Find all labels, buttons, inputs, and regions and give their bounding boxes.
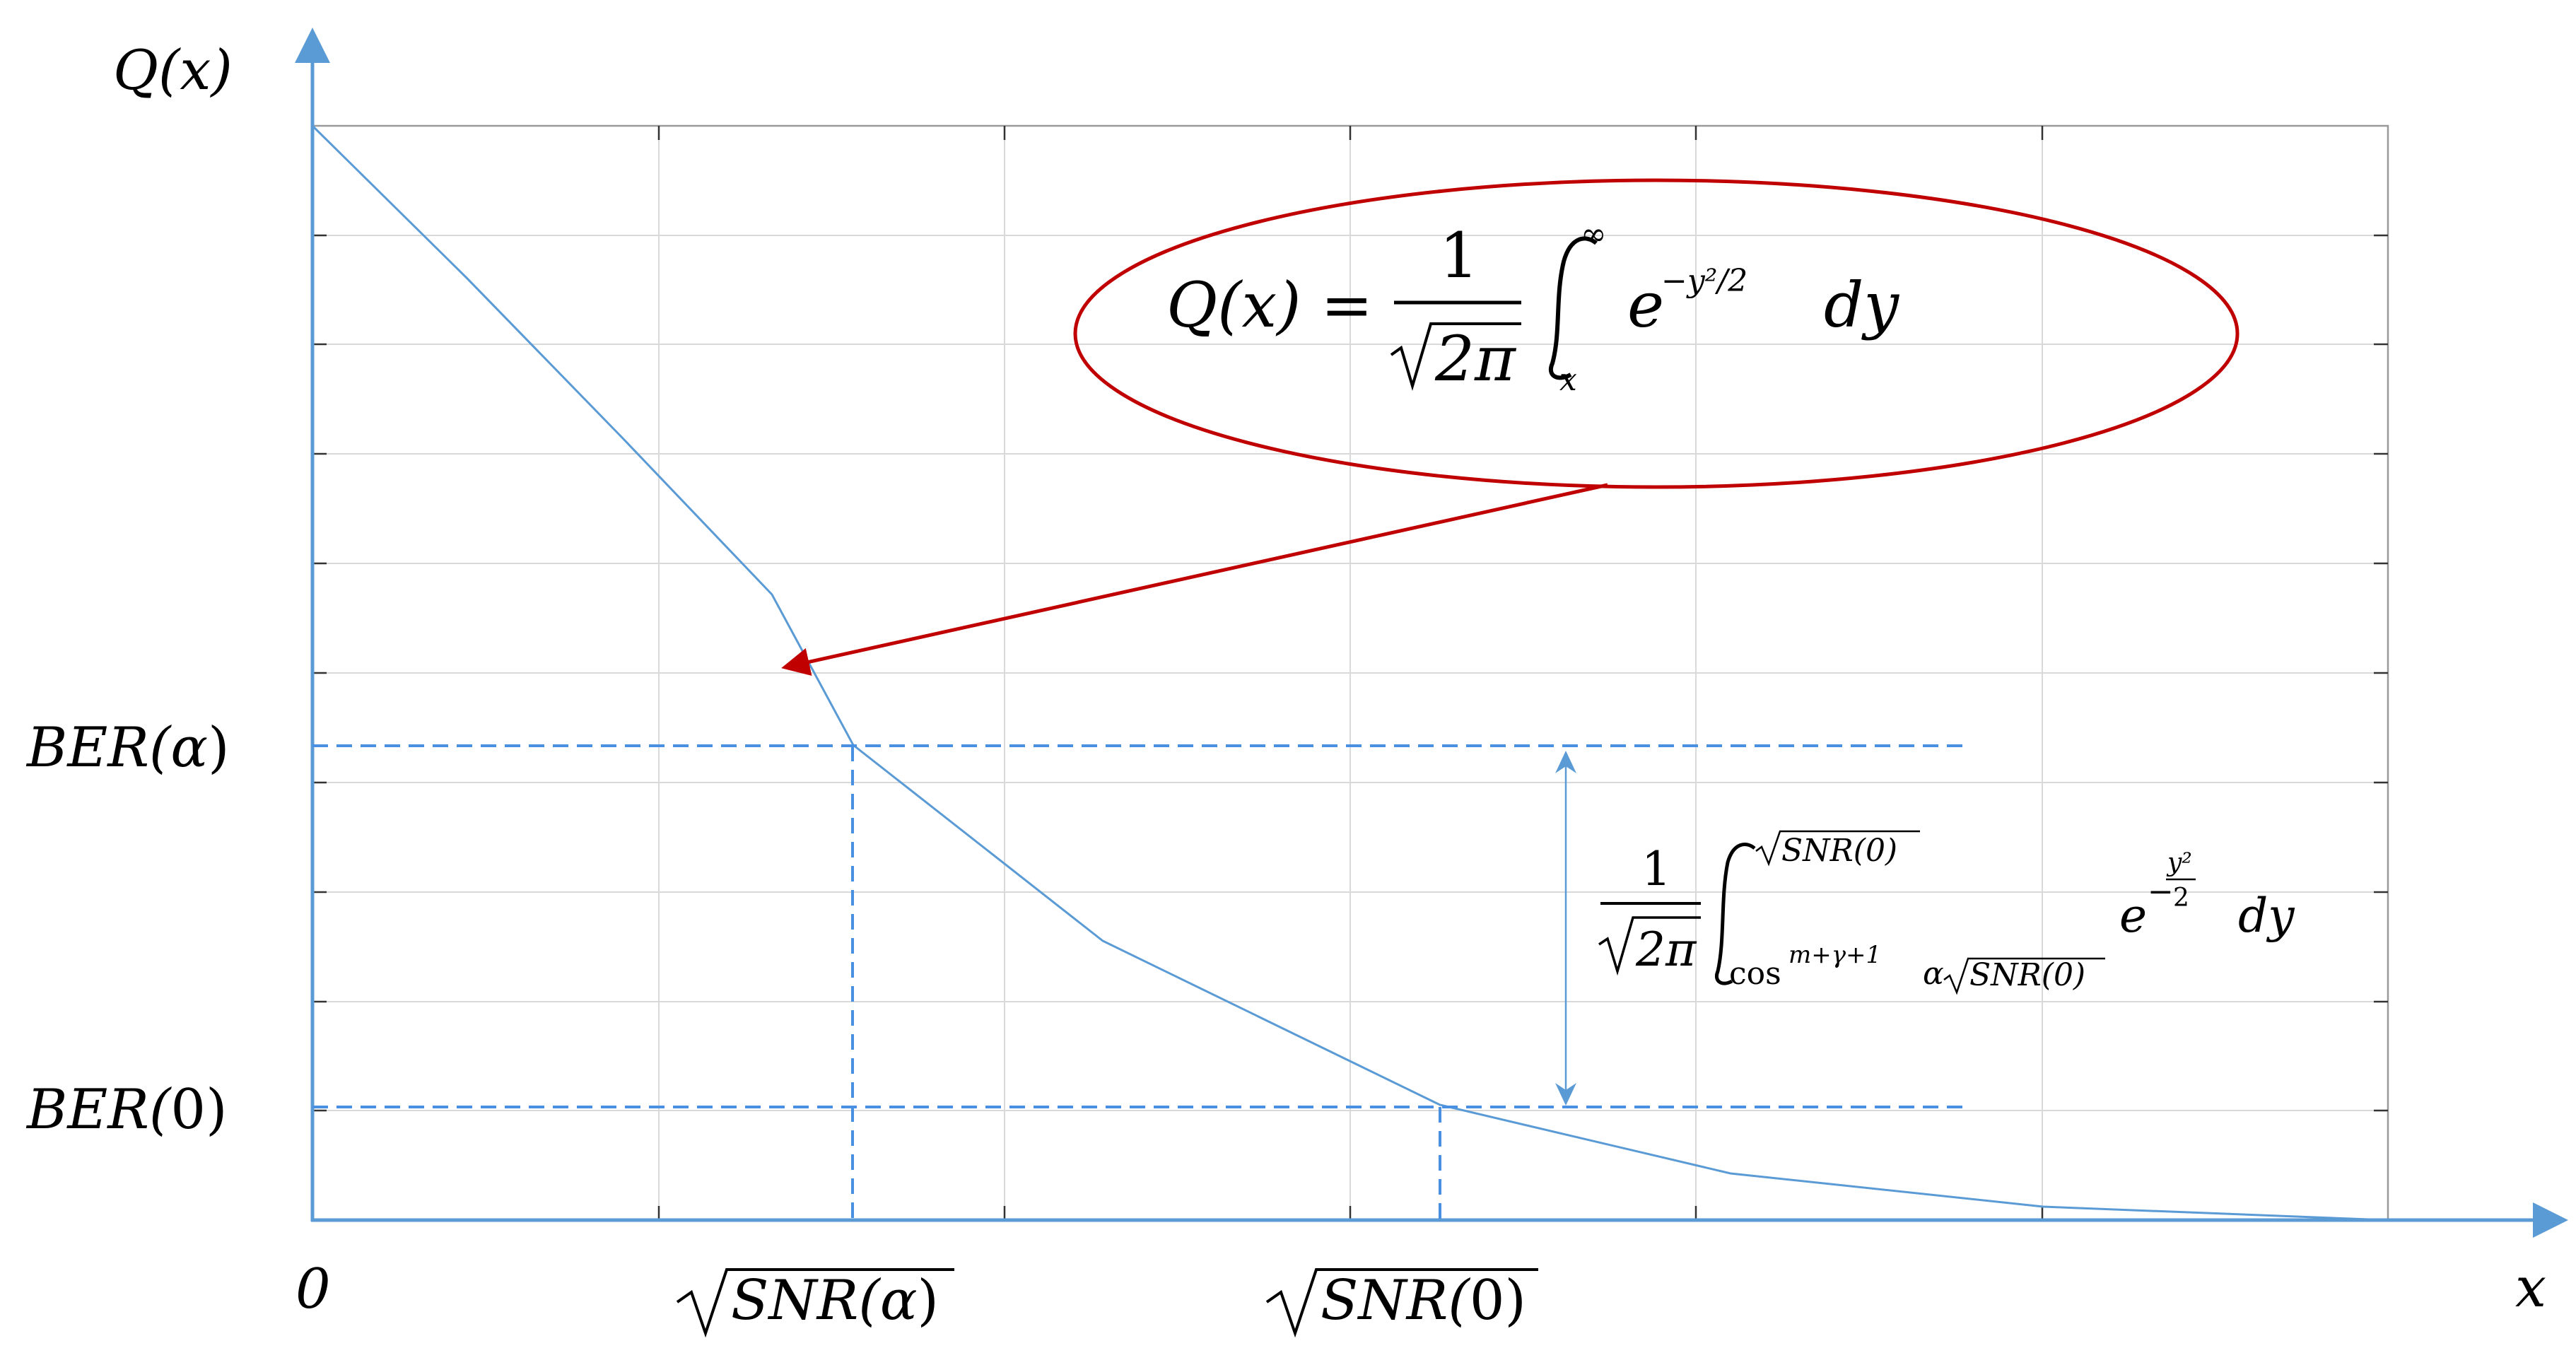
q-definition-formula: Q(x) = 1 2π ∞ x e −y²/2 dy	[1166, 216, 1899, 398]
callout-ellipse	[1073, 178, 2240, 489]
q-lhs: Q(x) =	[1166, 269, 1373, 341]
ber-range-formula: 1 2π SNR(0) cos m+γ+1 α SNR(0) e − y² 2 …	[1598, 830, 2295, 995]
x-axis-label: x	[2515, 1256, 2546, 1320]
ber-alpha-label: BER(α)	[25, 716, 230, 780]
range-lower-limit-cos: cos	[1729, 956, 1781, 992]
svg-text:SNR(α): SNR(α)	[731, 1269, 939, 1332]
range-lower-limit-radicand: SNR(0)	[1969, 957, 2085, 993]
ber-zero-label: BER(0)	[25, 1078, 228, 1142]
reference-lines	[312, 744, 1969, 1220]
origin-label: 0	[295, 1258, 331, 1321]
range-upper-limit: SNR(0)	[1781, 833, 1897, 869]
range-denominator: 2π	[1635, 922, 1697, 977]
q-integrand-exp: −y²/2	[1661, 263, 1747, 299]
range-differential: dy	[2238, 889, 2295, 943]
svg-text:SNR(0): SNR(0)	[1321, 1269, 1526, 1332]
q-denominator: 2π	[1434, 322, 1517, 395]
q-function-curve	[311, 124, 2388, 1222]
snr-zero-label: SNR(0)	[1265, 1268, 1538, 1338]
range-exp-num: y²	[2166, 848, 2192, 877]
q-lower-limit: x	[1559, 362, 1577, 398]
formula-callout	[781, 178, 2240, 676]
q-differential: dy	[1824, 269, 1899, 341]
snr-alpha-label: SNR(α)	[676, 1268, 954, 1338]
range-numerator: 1	[1641, 842, 1671, 896]
range-exp-den: 2	[2173, 884, 2189, 913]
callout-arrow	[781, 483, 1608, 676]
range-lower-limit-exp: m+γ+1	[1788, 941, 1881, 969]
tick-marks	[312, 126, 2388, 1220]
range-lower-limit-alpha: α	[1923, 956, 1944, 992]
q-numerator: 1	[1439, 219, 1479, 292]
y-axis-label: Q(x)	[113, 39, 233, 102]
range-double-arrow	[1555, 751, 1576, 1106]
q-integrand-base: e	[1627, 269, 1664, 341]
range-integrand-base: e	[2119, 889, 2147, 943]
q-upper-limit: ∞	[1581, 216, 1607, 252]
